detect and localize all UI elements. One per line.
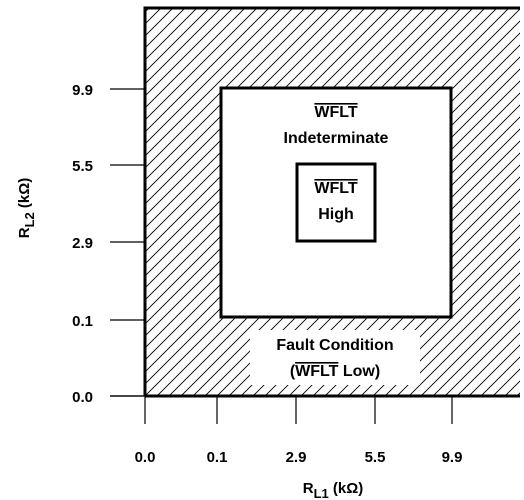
hatch-line — [360, 236, 520, 396]
hatch-line — [396, 272, 520, 396]
fault-label-line2: (WFLT Low) — [290, 363, 380, 380]
y-axis-title: RL2 (kΩ) — [16, 178, 37, 239]
hatch-line — [432, 308, 520, 396]
fault-label-close: Low) — [338, 363, 380, 380]
x-axis-title: RL1 (kΩ) — [303, 480, 364, 500]
hatch-line — [145, 8, 282, 145]
hatch-line — [145, 8, 330, 193]
hatch-line — [456, 332, 520, 396]
y-axis-title-main: R — [16, 227, 33, 238]
y-tick-labels: 0.0 0.1 2.9 5.5 9.9 — [72, 82, 93, 406]
x-tick-label-3: 5.5 — [365, 449, 386, 466]
x-tick-label-0: 0.0 — [135, 449, 156, 466]
x-tick-label-4: 9.9 — [442, 449, 463, 466]
y-axis-title-unit: (kΩ) — [16, 178, 33, 213]
hatch-line — [145, 8, 258, 121]
fault-label-open: ( — [290, 363, 296, 380]
hatch-line — [444, 320, 520, 396]
y-tick-label-0: 0.0 — [72, 389, 93, 406]
y-tick-label-4: 9.9 — [72, 82, 93, 99]
hatch-line — [408, 284, 520, 396]
x-tick-label-2: 2.9 — [286, 449, 307, 466]
high-region: WFLT High — [295, 162, 377, 243]
hatch-line — [145, 8, 342, 205]
hatch-line — [145, 8, 234, 97]
fault-condition-label: Fault Condition (WFLT Low) — [250, 330, 420, 385]
hatch-line — [384, 260, 520, 396]
indeterminate-signal: WFLT — [314, 104, 357, 121]
fault-label-background — [250, 330, 420, 385]
y-axis-ticks — [110, 88, 145, 397]
hatch-line — [145, 8, 354, 217]
hatch-line — [372, 248, 520, 396]
hatch-line — [145, 8, 294, 157]
y-tick-label-3: 5.5 — [72, 158, 93, 175]
x-axis-ticks — [144, 396, 453, 424]
hatch-line — [145, 8, 246, 109]
hatch-line — [420, 296, 520, 396]
fault-label-signal: WFLT — [295, 363, 338, 380]
x-tick-label-1: 0.1 — [207, 449, 228, 466]
hatch-line — [145, 8, 402, 265]
y-axis-title-sub: L2 — [22, 212, 37, 227]
hatch-line — [145, 8, 222, 85]
x-tick-labels: 0.0 0.1 2.9 5.5 9.9 — [135, 449, 463, 466]
high-signal: WFLT — [314, 180, 357, 197]
hatch-line — [145, 8, 210, 73]
y-tick-label-1: 0.1 — [72, 313, 93, 330]
hatch-line — [145, 8, 270, 133]
hatch-line — [145, 8, 318, 181]
x-axis-title-main: R — [303, 480, 314, 497]
hatch-line — [145, 8, 306, 169]
hatch-line — [145, 8, 378, 241]
indeterminate-label: Indeterminate — [284, 130, 389, 147]
hatch-line — [145, 8, 390, 253]
hatch-line — [145, 8, 366, 229]
hatch-line — [492, 368, 520, 396]
x-axis-title-unit: (kΩ) — [329, 480, 364, 497]
x-axis-title-sub: L1 — [314, 486, 329, 500]
plot-boundary — [143, 6, 520, 396]
hatch-line — [516, 392, 520, 396]
y-tick-label-2: 2.9 — [72, 235, 93, 252]
high-label: High — [318, 206, 354, 223]
fault-label-line1: Fault Condition — [276, 337, 393, 354]
hatch-line — [468, 344, 520, 396]
high-box — [295, 162, 377, 243]
